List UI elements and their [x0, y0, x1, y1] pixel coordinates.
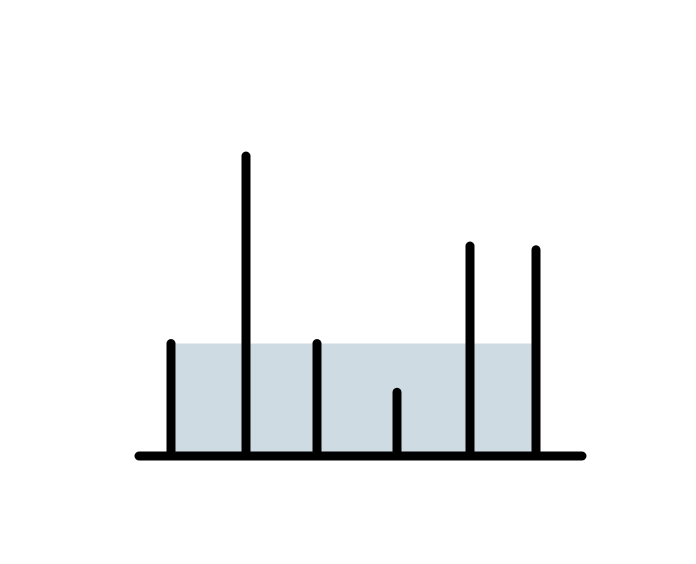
- water-fill: [171, 343, 536, 456]
